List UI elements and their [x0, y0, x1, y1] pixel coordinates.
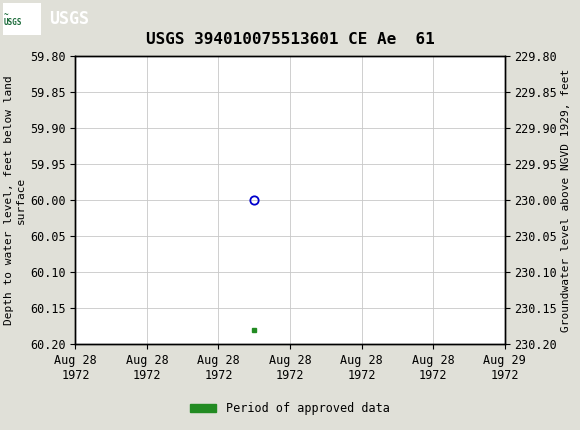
- Legend: Period of approved data: Period of approved data: [186, 397, 394, 420]
- Y-axis label: Depth to water level, feet below land
surface: Depth to water level, feet below land su…: [4, 75, 26, 325]
- Text: USGS 394010075513601 CE Ae  61: USGS 394010075513601 CE Ae 61: [146, 32, 434, 47]
- FancyBboxPatch shape: [3, 3, 41, 35]
- Y-axis label: Groundwater level above NGVD 1929, feet: Groundwater level above NGVD 1929, feet: [561, 68, 571, 332]
- Text: ~
USGS: ~ USGS: [4, 11, 23, 27]
- Text: USGS: USGS: [49, 10, 89, 28]
